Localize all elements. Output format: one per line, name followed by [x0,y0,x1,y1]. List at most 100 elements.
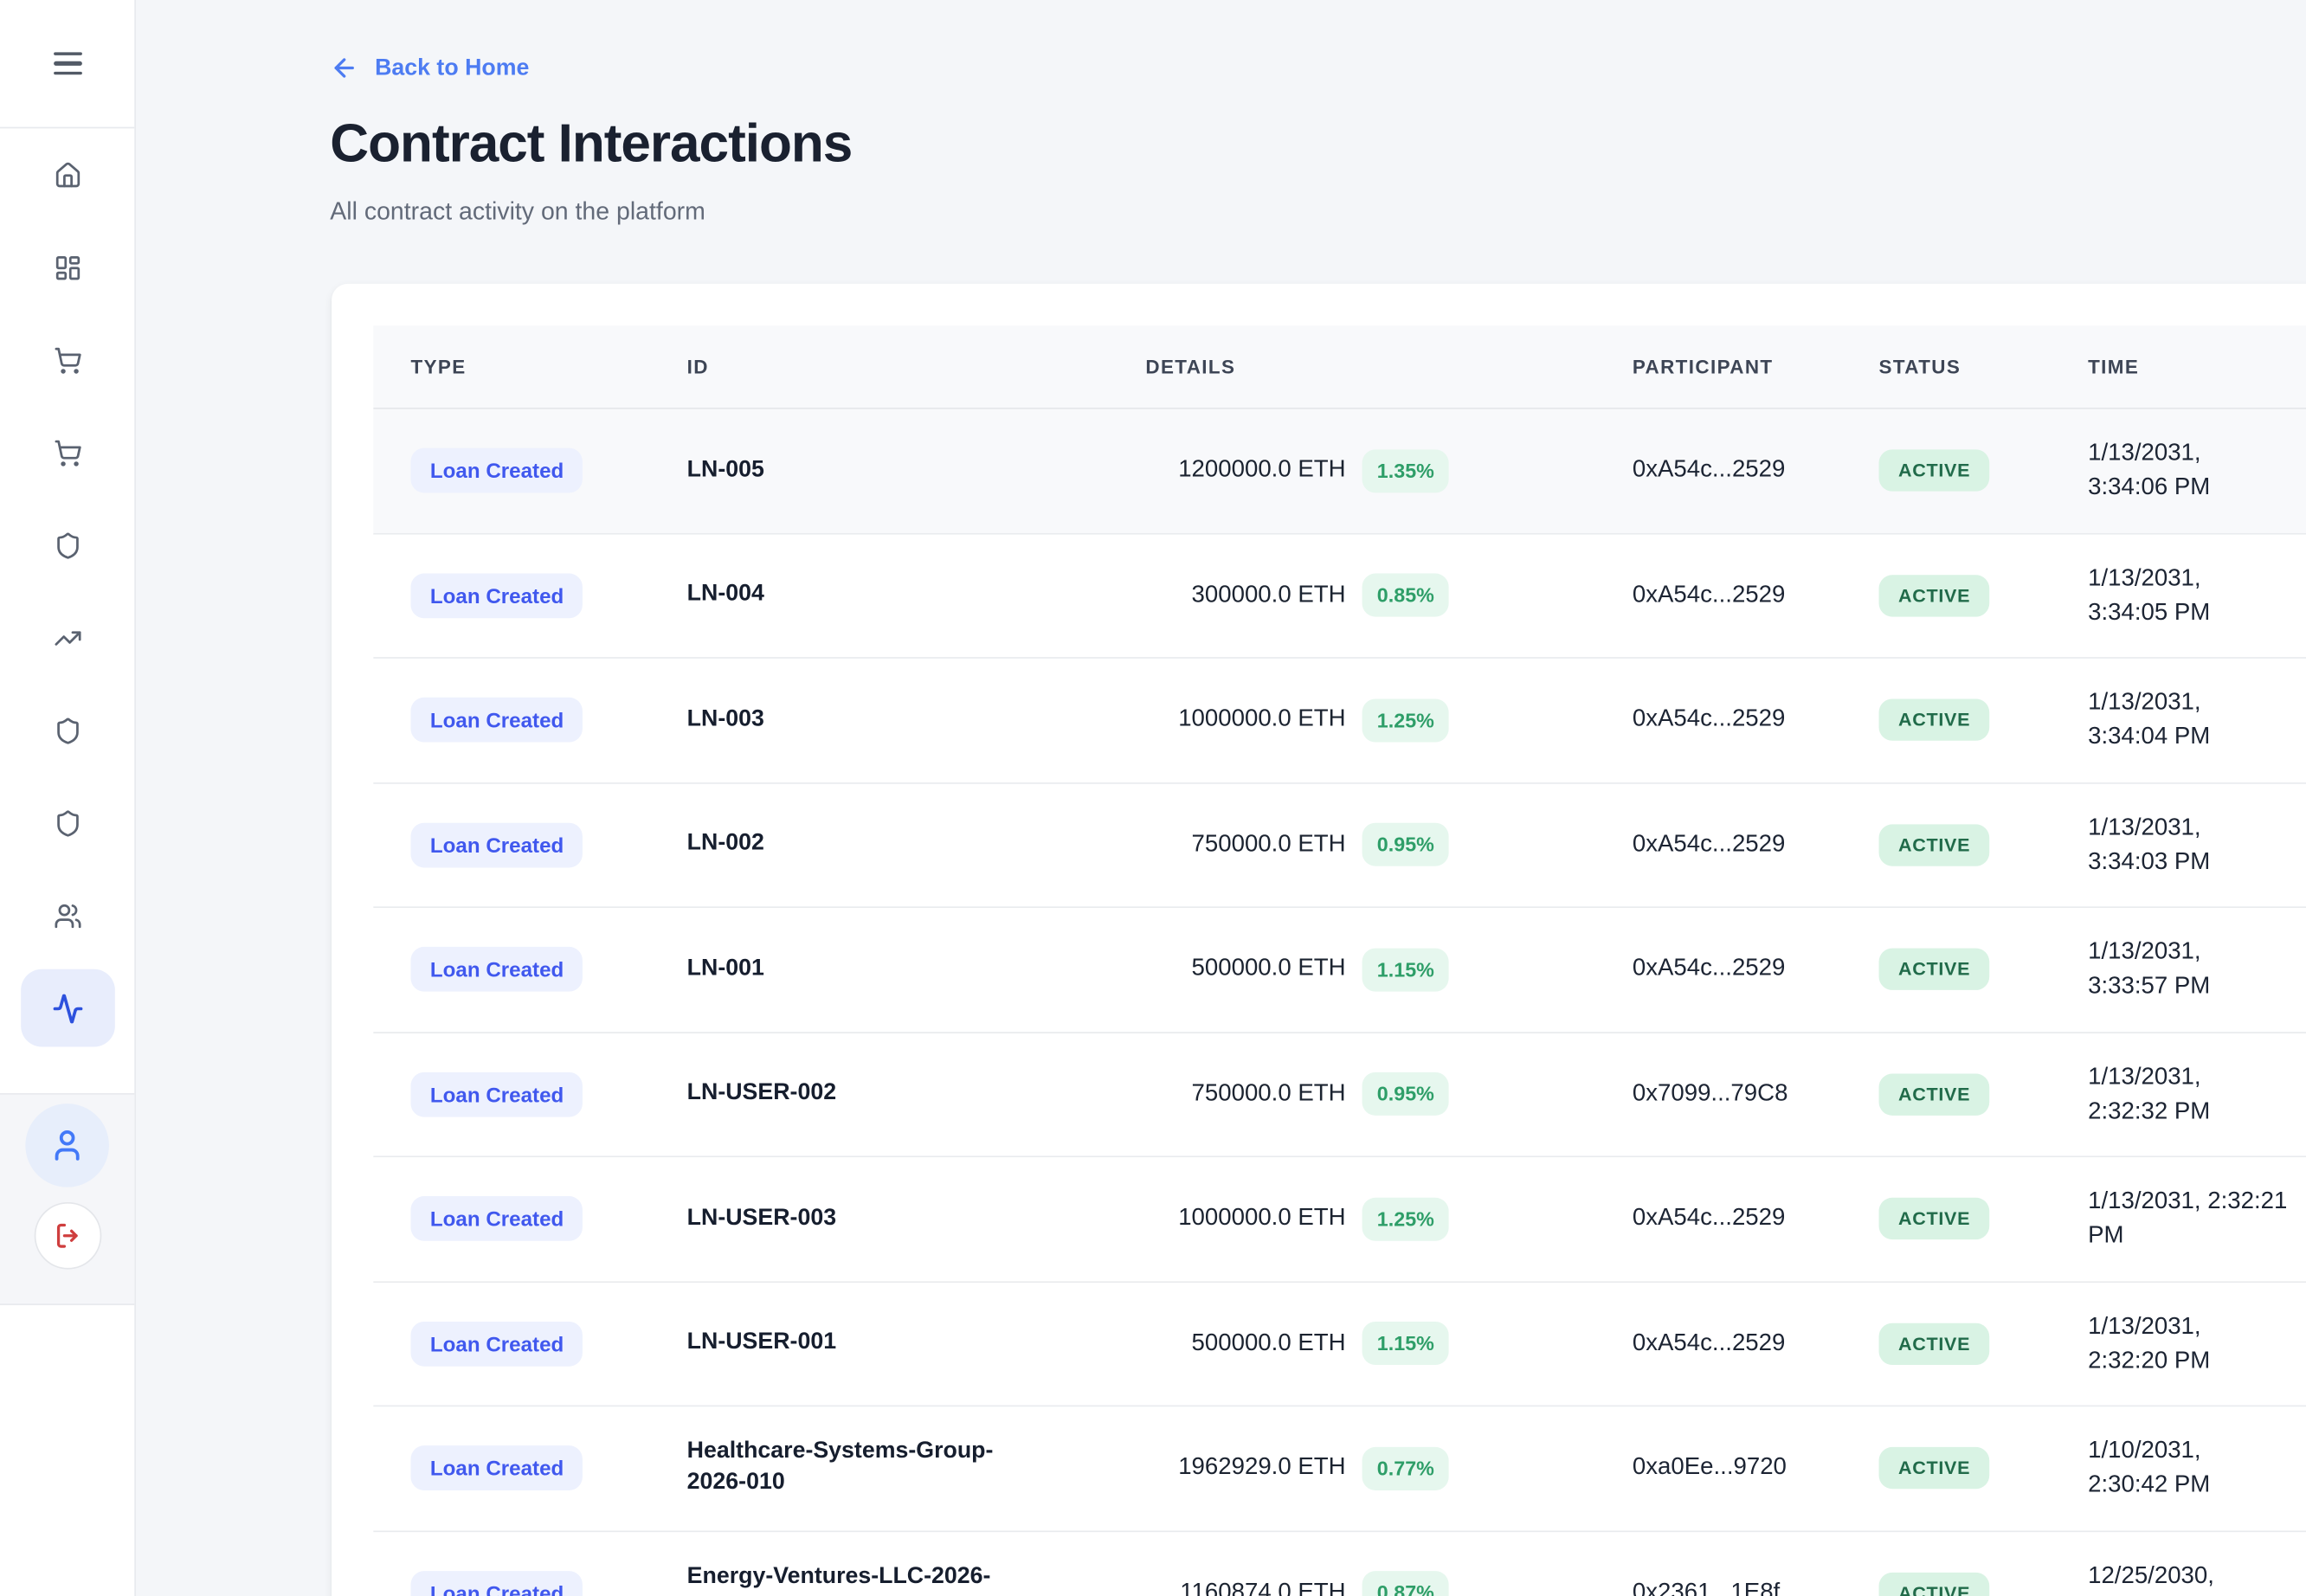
status-badge: ACTIVE [1878,574,1990,617]
dashboard-icon [55,255,80,280]
timestamp: 1/13/2031, 3:34:03 PM [2088,814,2211,875]
table-row[interactable]: Loan Created LN-004 300000.0 ETH 0.85% 0… [373,533,2306,659]
table-row[interactable]: Loan Created LN-USER-002 750000.0 ETH 0.… [373,1033,2306,1158]
rate-badge: 1.15% [1362,1322,1450,1366]
user-avatar-icon [55,1129,80,1161]
contract-id: LN-USER-002 [686,1079,837,1106]
amount-value: 300000.0 ETH [1191,582,1346,608]
sidebar-item-insurance[interactable] [20,692,114,769]
timestamp: 1/13/2031, 3:33:57 PM [2088,939,2211,1000]
shield-icon [56,531,78,558]
status-badge: ACTIVE [1878,1447,1990,1490]
sidebar-item-compliance[interactable] [20,784,114,862]
contract-table-card: TYPE ID DETAILS PARTICIPANT STATUS TIME … [332,283,2306,1596]
type-badge: Loan Created [410,573,583,618]
status-badge: ACTIVE [1878,949,1990,991]
rate-badge: 0.87% [1362,1571,1450,1596]
participant-address: 0xA54c...2529 [1632,706,1786,732]
contract-id: LN-USER-001 [686,1329,837,1355]
table-row[interactable]: Loan Created LN-USER-003 1000000.0 ETH 1… [373,1157,2306,1283]
table-row[interactable]: Loan Created LN-005 1200000.0 ETH 1.35% … [373,409,2306,534]
type-badge: Loan Created [410,1196,583,1242]
rate-badge: 0.85% [1362,573,1450,618]
table-row[interactable]: Loan Created Healthcare-Systems-Group- 2… [373,1406,2306,1532]
sidebar-item-home[interactable] [20,136,114,214]
sidebar-item-dashboard[interactable] [20,228,114,306]
amount-value: 1000000.0 ETH [1178,706,1346,732]
page-subtitle: All contract activity on the platform [330,198,705,226]
contract-id: LN-004 [686,581,764,607]
column-header-status: STATUS [1878,355,1961,378]
contract-id: Healthcare-Systems-Group- 2026-010 [686,1438,994,1496]
users-icon [54,904,81,928]
cart-icon [54,346,81,373]
sidebar-item-activity[interactable] [20,969,114,1047]
amount-value: 1962929.0 ETH [1178,1454,1346,1481]
column-header-id: ID [686,355,709,378]
amount-value: 500000.0 ETH [1191,956,1346,982]
column-header-type: TYPE [410,355,467,378]
back-link-label: Back to Home [375,54,530,80]
sidebar-header [0,0,135,129]
cart-icon [54,439,81,466]
type-badge: Loan Created [410,1321,583,1367]
sidebar-item-trends[interactable] [20,599,114,677]
participant-address: 0xA54c...2529 [1632,1205,1786,1232]
status-badge: ACTIVE [1878,698,1990,742]
type-badge: Loan Created [410,1570,583,1596]
table-row[interactable]: Loan Created LN-003 1000000.0 ETH 1.25% … [373,658,2306,783]
timestamp: 1/13/2031, 2:32:21 PM [2088,1188,2288,1249]
contract-id: LN-USER-003 [686,1205,837,1231]
type-badge: Loan Created [410,822,583,868]
participant-address: 0x7099...79C8 [1632,1080,1788,1107]
rate-badge: 1.25% [1362,1197,1450,1241]
column-header-participant: PARTICIPANT [1632,355,1774,378]
timestamp: 1/13/2031, 3:34:05 PM [2088,565,2211,626]
shield-icon [56,809,78,836]
sidebar-item-users[interactable] [20,877,114,955]
table-body: Loan Created LN-005 1200000.0 ETH 1.35% … [373,409,2306,1596]
amount-value: 1000000.0 ETH [1178,1205,1346,1232]
contract-table: TYPE ID DETAILS PARTICIPANT STATUS TIME … [373,325,2306,1596]
status-badge: ACTIVE [1878,823,1990,866]
arrow-left-icon [334,58,354,78]
contract-id: Energy-Ventures-LLC-2026- 009 [686,1563,991,1596]
table-header-row: TYPE ID DETAILS PARTICIPANT STATUS TIME [373,325,2306,409]
contract-id: LN-002 [686,830,764,857]
participant-address: 0xA54c...2529 [1632,457,1786,483]
rate-badge: 1.25% [1362,698,1450,743]
amount-value: 1200000.0 ETH [1178,457,1346,483]
profile-button[interactable] [25,1104,109,1187]
table-row[interactable]: Loan Created LN-002 750000.0 ETH 0.95% 0… [373,782,2306,909]
timestamp: 12/25/2030, 5:23:47 PM [2088,1562,2214,1589]
back-to-home-link[interactable]: Back to Home [330,54,529,82]
table-row[interactable]: Loan Created LN-USER-001 500000.0 ETH 1.… [373,1282,2306,1407]
table-row[interactable]: Loan Created LN-001 500000.0 ETH 1.15% 0… [373,908,2306,1033]
type-badge: Loan Created [410,1445,583,1491]
contract-id: LN-003 [686,705,764,732]
table-row[interactable]: Loan Created Energy-Ventures-LLC-2026- 0… [373,1531,2306,1596]
main-content: Back to Home Contract Interactions All c… [136,0,2306,1596]
status-badge: ACTIVE [1878,1073,1990,1116]
sidebar-item-security[interactable] [20,506,114,584]
participant-address: 0xA54c...2529 [1632,1329,1786,1356]
participant-address: 0xA54c...2529 [1632,831,1786,857]
logout-button[interactable] [33,1201,101,1270]
logout-icon [56,1223,77,1248]
trending-up-icon [54,630,81,645]
menu-button[interactable] [37,34,97,93]
participant-address: 0x2361...1E8f [1632,1580,1781,1596]
contract-id: LN-005 [686,456,764,482]
sidebar-item-orders[interactable] [20,414,114,492]
status-badge: ACTIVE [1878,1198,1990,1240]
sidebar [0,0,137,1596]
status-badge: ACTIVE [1878,1322,1990,1365]
type-badge: Loan Created [410,448,583,493]
sidebar-item-marketplace[interactable] [20,321,114,399]
activity-icon [52,993,82,1023]
shield-icon [56,717,78,743]
amount-value: 500000.0 ETH [1191,1329,1346,1356]
home-icon [55,161,80,187]
participant-address: 0xa0Ee...9720 [1632,1454,1787,1481]
amount-value: 1160874.0 ETH [1180,1580,1346,1596]
